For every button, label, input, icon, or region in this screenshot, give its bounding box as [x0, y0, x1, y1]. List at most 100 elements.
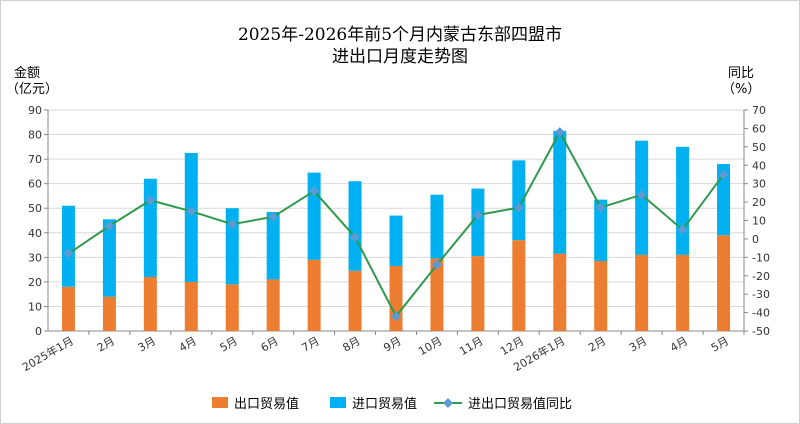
x-tick-label: 3月 [136, 334, 158, 354]
bar-import [184, 152, 198, 282]
bar-export [471, 256, 485, 331]
right-tick-label: -20 [752, 270, 770, 283]
left-tick-label: 20 [28, 276, 42, 289]
point-yoy [595, 202, 606, 213]
legend-item-import: 进口贸易值 [330, 393, 417, 412]
chart-title: 2025年-2026年前5个月内蒙古东部四盟市 [237, 25, 563, 45]
point-yoy [513, 202, 524, 213]
bar-import [430, 194, 444, 259]
x-tick-label: 2月 [95, 334, 117, 354]
right-tick-label: -10 [752, 251, 770, 264]
x-tick-label: 4月 [177, 334, 199, 354]
bar-export [143, 276, 157, 331]
bar-export [430, 258, 444, 331]
left-tick-label: 30 [28, 251, 42, 264]
bar-export [512, 240, 526, 331]
x-tick-label: 10月 [416, 334, 444, 358]
left-tick-label: 80 [28, 129, 42, 142]
point-yoy [350, 232, 361, 243]
bar-export [61, 286, 75, 331]
point-yoy [636, 189, 647, 200]
bar-export [553, 253, 567, 331]
x-tick-label: 11月 [457, 334, 485, 358]
x-tick-label: 5月 [709, 334, 731, 354]
bar-import [225, 208, 239, 285]
point-yoy [431, 259, 442, 270]
left-tick-label: 70 [28, 153, 42, 166]
bar-import [102, 219, 116, 297]
x-tick-label: 2025年1月 [20, 333, 76, 374]
right-axis-label-line2: （%） [722, 82, 761, 97]
x-tick-label: 9月 [381, 334, 403, 354]
bar-import [594, 199, 608, 262]
left-axis-label-line2: （亿元） [6, 82, 59, 97]
right-tick-label: 50 [752, 141, 766, 154]
legend-swatch-import [330, 397, 346, 408]
bar-import [307, 172, 321, 260]
bar-import [266, 211, 280, 280]
bar-import [471, 188, 485, 257]
right-tick-label: -50 [752, 325, 770, 338]
left-tick-label: 60 [28, 178, 42, 191]
left-axis-label-line1: 金额 [14, 66, 41, 81]
bar-import [717, 164, 731, 236]
right-tick-label: 60 [752, 122, 766, 135]
point-yoy [227, 219, 238, 230]
right-tick-label: -40 [752, 307, 770, 320]
left-tick-label: 90 [28, 104, 42, 117]
x-tick-label: 6月 [259, 334, 281, 354]
bar-import [512, 160, 526, 241]
bar-export [348, 270, 362, 331]
point-yoy [145, 195, 156, 206]
legend-label-yoy: 进出口贸易值同比 [468, 397, 573, 412]
left-tick-label: 0 [35, 325, 42, 338]
bar-import [143, 178, 157, 277]
bar-export [307, 259, 321, 331]
point-yoy [309, 186, 320, 196]
legend-swatch-export [212, 397, 228, 408]
point-yoy [677, 224, 688, 235]
legend-swatch-yoy [434, 397, 462, 409]
bar-import [61, 205, 75, 287]
left-tick-label: 40 [28, 227, 42, 240]
point-yoy [104, 221, 115, 231]
x-tick-label: 5月 [218, 334, 240, 354]
x-tick-label: 4月 [668, 334, 690, 354]
point-yoy [186, 206, 197, 217]
right-tick-label: 30 [752, 178, 766, 191]
bar-export [102, 296, 116, 331]
right-tick-label: -30 [752, 288, 770, 301]
legend-item-yoy: 进出口贸易值同比 [434, 393, 572, 412]
bar-import [389, 215, 403, 266]
right-tick-label: 70 [752, 104, 766, 117]
bar-export [266, 279, 280, 331]
x-tick-label: 8月 [340, 334, 362, 354]
x-tick-label: 12月 [498, 334, 526, 358]
chart-subtitle: 进出口月度走势图 [332, 47, 468, 67]
left-tick-label: 10 [28, 300, 42, 313]
x-tick-label: 3月 [627, 334, 649, 354]
bar-export [717, 235, 731, 331]
bar-import [553, 130, 567, 254]
point-yoy [472, 210, 483, 220]
x-tick-label: 2月 [586, 334, 608, 354]
bar-export [594, 261, 608, 331]
bar-export [225, 284, 239, 331]
point-yoy [718, 169, 729, 180]
bar-export [184, 281, 198, 331]
legend-label-export: 出口贸易值 [234, 397, 300, 412]
point-yoy [391, 311, 401, 322]
legend-item-export: 出口贸易值 [212, 393, 299, 412]
right-axis-label-line1: 同比 [728, 66, 755, 81]
right-tick-label: 40 [752, 159, 766, 172]
legend-label-import: 进口贸易值 [352, 397, 418, 412]
bar-import [676, 146, 690, 255]
right-tick-label: 0 [752, 233, 759, 246]
point-yoy [554, 127, 565, 138]
left-tick-label: 50 [28, 202, 42, 215]
point-yoy [268, 211, 279, 222]
bar-export [676, 254, 690, 331]
right-tick-label: 20 [752, 196, 766, 209]
right-tick-label: 10 [752, 215, 766, 228]
